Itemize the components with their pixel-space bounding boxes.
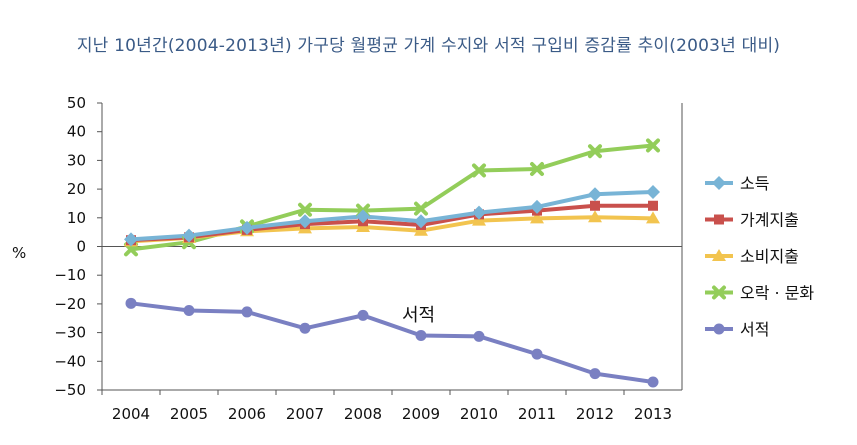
x-tick-label: 2012 [576, 405, 614, 423]
data-point [646, 184, 660, 199]
data-point [530, 211, 544, 224]
data-point [648, 200, 658, 211]
x-tick-label: 2007 [286, 405, 324, 423]
data-point [298, 202, 312, 217]
data-point [125, 297, 137, 309]
legend-marker [712, 249, 726, 261]
y-tick-labels: 50 40 30 20 10 0 −10 −20 −30 −40 −50 [54, 94, 86, 399]
data-point [240, 220, 254, 235]
x-tick-label: 2008 [344, 405, 382, 423]
series-markers [124, 138, 660, 388]
y-tick-label: 0 [76, 238, 86, 256]
legend-marker [712, 285, 726, 300]
data-point [299, 322, 311, 334]
x-tick-label: 2011 [518, 405, 556, 423]
data-point [588, 210, 602, 223]
data-point [531, 348, 543, 360]
y-axis-unit: % [12, 244, 26, 262]
y-tick-label: −40 [54, 352, 86, 370]
chart-title: 지난 10년간(2004-2013년) 가구당 월평균 가계 수지와 서적 구입… [76, 36, 781, 56]
data-point [356, 209, 370, 224]
x-tick-label: 2005 [170, 405, 208, 423]
x-tick-labels: 2004 2005 2006 2007 2008 2009 2010 2011 2012 2013 [112, 405, 672, 423]
y-tick-label: 20 [67, 180, 86, 198]
legend-label: 소비지출 [740, 247, 799, 266]
x-tick-label: 2013 [634, 405, 672, 423]
data-point [414, 201, 428, 216]
data-point [530, 162, 544, 177]
x-tick-label: 2009 [402, 405, 440, 423]
legend-marker [713, 323, 725, 335]
data-point [588, 187, 602, 202]
data-point [182, 228, 196, 243]
y-tick-label: 10 [67, 209, 86, 227]
series-line-1 [130, 189, 654, 242]
data-point [473, 330, 485, 342]
data-point [298, 214, 312, 229]
x-tick-label: 2004 [112, 405, 150, 423]
x-tick-label: 2006 [228, 405, 266, 423]
x-tick-label: 2010 [460, 405, 498, 423]
data-point [414, 214, 428, 229]
legend-marker [714, 214, 724, 225]
y-tick-label: −10 [54, 266, 86, 284]
data-point [588, 144, 602, 159]
data-point [124, 232, 138, 247]
series-lines [130, 143, 654, 384]
legend-label: 가계지출 [740, 211, 799, 230]
data-point [646, 211, 660, 224]
data-point [472, 163, 486, 178]
y-tick-label: −30 [54, 324, 86, 342]
data-point [183, 305, 195, 317]
y-tick-label: −20 [54, 295, 86, 313]
data-point [415, 329, 427, 341]
y-tick-label: 30 [67, 151, 86, 169]
axes [97, 102, 683, 395]
y-tick-label: 40 [67, 123, 86, 141]
series-line-5 [130, 301, 654, 384]
data-point [241, 306, 253, 318]
legend-label: 서적 [740, 320, 769, 339]
legend-label: 소득 [740, 174, 769, 193]
y-tick-label: 50 [67, 94, 86, 112]
data-point [357, 309, 369, 321]
y-tick-label: −50 [54, 381, 86, 399]
data-point [589, 368, 601, 380]
data-point [646, 138, 660, 153]
data-point [472, 205, 486, 220]
data-point [590, 200, 600, 211]
data-point [530, 199, 544, 214]
data-point [472, 213, 486, 226]
annotation-books: 서적 [402, 305, 435, 326]
legend-marker [712, 176, 726, 190]
data-point [647, 376, 659, 388]
legend-label: 오락 · 문화 [740, 284, 814, 303]
